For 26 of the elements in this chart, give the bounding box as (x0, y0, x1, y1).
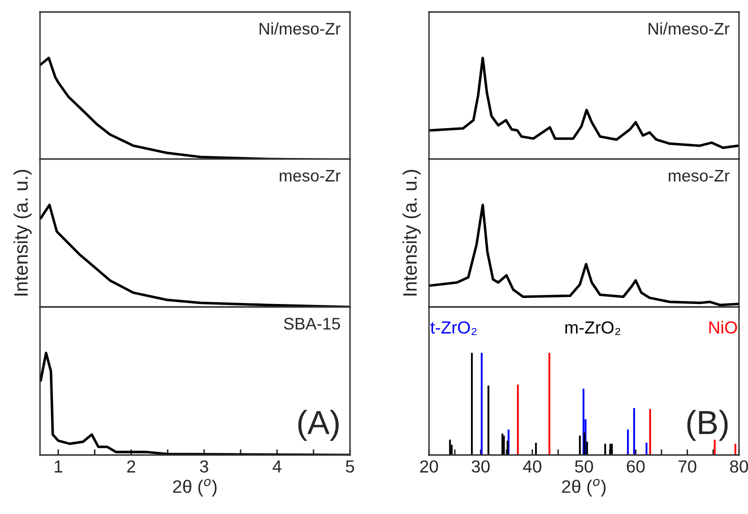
text: meso-Zr (668, 170, 730, 182)
annotation: (B) (687, 410, 728, 441)
text: NiO (709, 320, 737, 334)
y-axis-title: Intensity (a. u.) (402, 170, 421, 296)
text: meso-Zr (280, 170, 340, 182)
x-tick-label: 30 (472, 460, 490, 473)
text: m-ZrO₂ (565, 321, 620, 335)
x-tick-label: 40 (523, 460, 542, 473)
x-tick-label: 20 (420, 460, 438, 473)
x-axis-title: 2θ ($^{o}$) (173, 478, 217, 497)
x-tick-label: 60 (626, 460, 645, 473)
x-tick-label: 70 (678, 460, 696, 473)
x-tick-label: 4 (272, 460, 282, 472)
x-tick-label: 5 (346, 460, 354, 473)
text: Ni/meso-Zr (648, 22, 730, 35)
series-label: t-ZrO₂ (430, 321, 477, 335)
annotation: (A) (298, 410, 339, 441)
x-tick-label: 3 (200, 460, 208, 473)
x-tick-label: 2 (127, 460, 136, 472)
x-tick-label: 1 (54, 460, 62, 472)
x-tick-label: 50 (575, 460, 593, 473)
x-axis-title: 2θ ($^{o}$) (562, 478, 606, 497)
text: Ni/meso-Zr (260, 22, 340, 35)
x-tick-label: 80 (730, 460, 748, 473)
y-axis-title: Intensity (a. u.) (14, 170, 32, 296)
text: SBA-15 (284, 318, 340, 330)
